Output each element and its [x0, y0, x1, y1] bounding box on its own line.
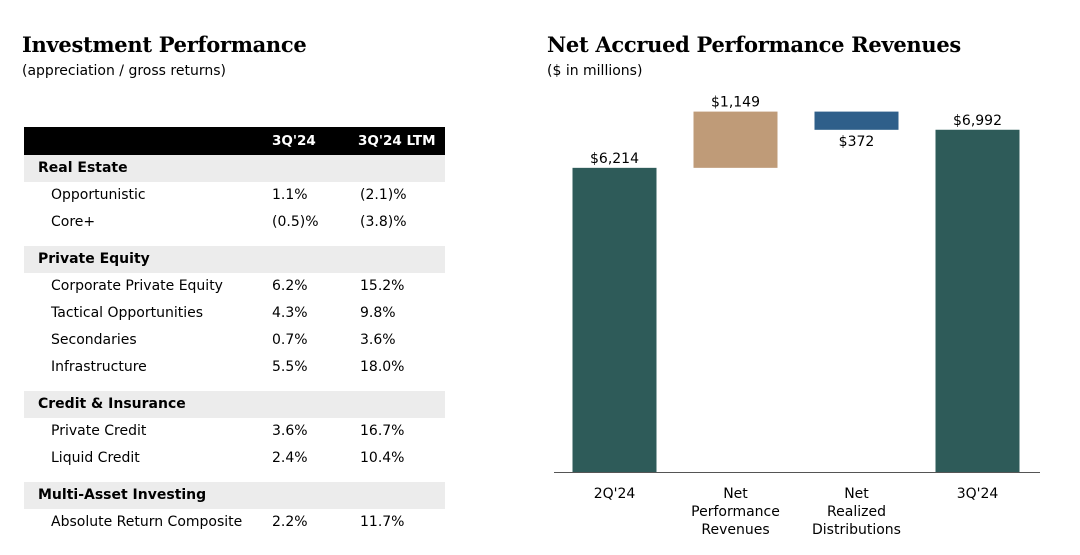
net-accrued-performance-subtitle: ($ in millions): [547, 63, 643, 79]
bar-increase: [693, 111, 778, 168]
quarter-return: 5.5%: [272, 359, 308, 375]
net-accrued-performance-title: Net Accrued Performance Revenues: [547, 32, 961, 57]
ltm-return: (2.1)%: [360, 187, 407, 203]
ltm-return: (3.8)%: [360, 214, 407, 230]
strategy-label: Private Credit: [51, 423, 147, 439]
waterfall-chart: $6,214 $1,149 $372 $6,992 2Q'24 Net Performan…: [554, 95, 1040, 538]
bar-decrease: [814, 111, 899, 130]
table-row: Liquid Credit 2.4% 10.4%: [24, 445, 445, 472]
table-row: Core+ (0.5)% (3.8)%: [24, 209, 445, 236]
ltm-return: 18.0%: [360, 359, 405, 375]
ltm-return: 9.8%: [360, 305, 396, 321]
table-row: Infrastructure 5.5% 18.0%: [24, 354, 445, 381]
bar-total: [572, 167, 657, 472]
quarter-return: 0.7%: [272, 332, 308, 348]
row-gap: [24, 381, 445, 391]
strategy-label: Core+: [51, 214, 96, 230]
data-label: $372: [839, 134, 875, 150]
strategy-label: Liquid Credit: [51, 450, 140, 466]
category-label: 3Q'24: [957, 486, 999, 502]
quarter-return: (0.5)%: [272, 214, 319, 230]
ltm-return: 3.6%: [360, 332, 396, 348]
row-gap: [24, 472, 445, 482]
section-label: Multi-Asset Investing: [38, 487, 207, 503]
category-label: Net: [723, 486, 748, 502]
table-row: Tactical Opportunities 4.3% 9.8%: [24, 300, 445, 327]
strategy-label: Opportunistic: [51, 187, 146, 203]
strategy-label: Corporate Private Equity: [51, 278, 223, 294]
section-row: Private Equity: [24, 246, 445, 273]
category-label: Distributions: [812, 522, 901, 538]
table-header: 3Q'24 3Q'24 LTM: [24, 127, 445, 155]
strategy-label: Tactical Opportunities: [51, 305, 204, 321]
quarter-return: 4.3%: [272, 305, 308, 321]
performance-table: 3Q'24 3Q'24 LTM Real Estate Opportunistic…: [24, 127, 445, 536]
strategy-label: Secondaries: [51, 332, 137, 348]
data-label: $6,214: [590, 151, 639, 167]
table-row: Corporate Private Equity 6.2% 15.2%: [24, 273, 445, 300]
row-gap: [24, 236, 445, 246]
quarter-return: 2.4%: [272, 450, 308, 466]
column-header-3q24-ltm: 3Q'24 LTM: [358, 133, 436, 149]
ltm-return: 11.7%: [360, 514, 405, 530]
data-label: $6,992: [953, 113, 1002, 129]
section-label: Credit & Insurance: [38, 396, 186, 412]
section-row: Credit & Insurance: [24, 391, 445, 418]
bar-total: [935, 129, 1020, 472]
quarter-return: 6.2%: [272, 278, 308, 294]
data-label: $1,149: [711, 95, 760, 111]
table-row: Absolute Return Composite 2.2% 11.7%: [24, 509, 445, 536]
category-label: 2Q'24: [594, 486, 636, 502]
investment-performance-subtitle: (appreciation / gross returns): [22, 63, 226, 79]
quarter-return: 2.2%: [272, 514, 308, 530]
table-row: Secondaries 0.7% 3.6%: [24, 327, 445, 354]
section-label: Real Estate: [38, 160, 128, 176]
category-label: Net: [844, 486, 869, 502]
investment-performance-title: Investment Performance: [22, 32, 307, 57]
category-label: Performance: [691, 504, 780, 520]
table-row: Opportunistic 1.1% (2.1)%: [24, 182, 445, 209]
section-row: Real Estate: [24, 155, 445, 182]
category-label: Realized: [827, 504, 886, 520]
quarter-return: 1.1%: [272, 187, 308, 203]
category-label: Revenues: [701, 522, 769, 538]
strategy-label: Infrastructure: [51, 359, 147, 375]
ltm-return: 15.2%: [360, 278, 405, 294]
section-row: Multi-Asset Investing: [24, 482, 445, 509]
table-row: Private Credit 3.6% 16.7%: [24, 418, 445, 445]
ltm-return: 10.4%: [360, 450, 405, 466]
quarter-return: 3.6%: [272, 423, 308, 439]
column-header-3q24: 3Q'24: [272, 133, 316, 149]
strategy-label: Absolute Return Composite: [51, 514, 243, 530]
ltm-return: 16.7%: [360, 423, 405, 439]
table-body: Real Estate Opportunistic 1.1% (2.1)% Core+ (…: [24, 155, 445, 536]
section-label: Private Equity: [38, 251, 150, 267]
